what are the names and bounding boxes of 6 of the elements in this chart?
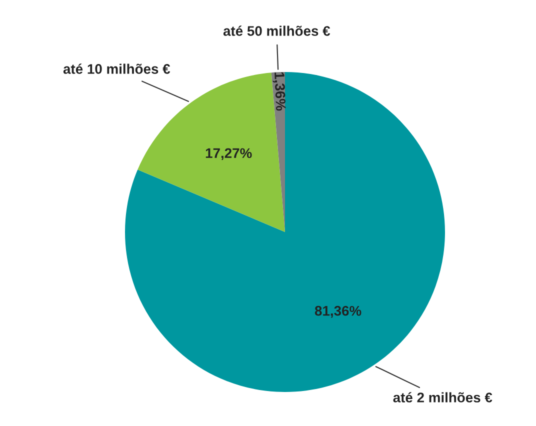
data-label: 81,36% xyxy=(314,306,362,318)
slice-label: até 10 milhões € xyxy=(63,64,170,74)
data-label: 17,27% xyxy=(206,148,252,160)
slice-label: até 50 milhões € xyxy=(223,26,330,36)
slice-label: até 2 milhões € xyxy=(393,392,492,402)
data-label: 1,36% xyxy=(272,72,286,111)
